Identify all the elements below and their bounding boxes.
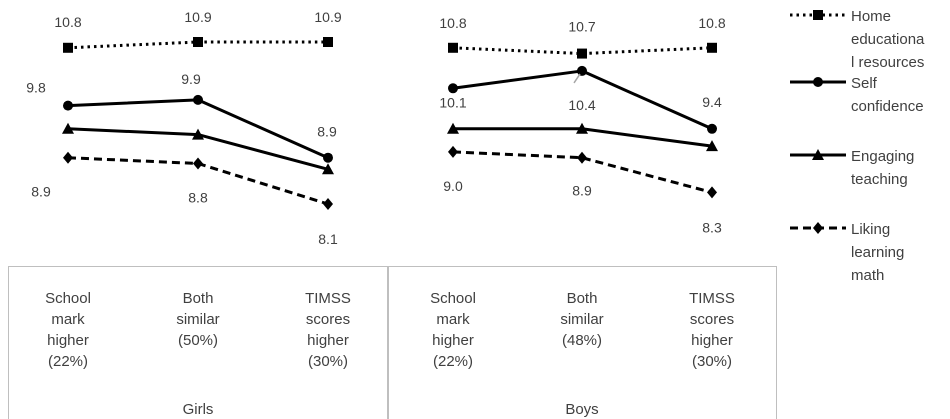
data-point-marker xyxy=(63,151,73,164)
data-label: 8.3 xyxy=(702,219,722,235)
legend-label: Home educationa l resources xyxy=(851,8,925,71)
data-point-marker xyxy=(323,37,333,47)
data-point-marker xyxy=(323,152,333,163)
data-point-marker xyxy=(447,122,459,134)
data-point-marker xyxy=(323,198,333,210)
data-point-marker xyxy=(576,122,588,134)
data-point-marker xyxy=(193,157,203,170)
legend-label: Engaging teaching xyxy=(851,148,914,188)
legend-marker xyxy=(813,10,823,20)
data-point-marker xyxy=(448,83,458,94)
data-point-marker xyxy=(62,122,74,134)
series-line-boys-3 xyxy=(452,150,713,194)
group-label: Girls xyxy=(183,401,214,418)
data-label: 8.1 xyxy=(318,231,338,247)
data-point-marker xyxy=(322,163,334,175)
data-label: 9.8 xyxy=(26,80,46,96)
data-label: 10.1 xyxy=(439,94,466,110)
data-point-marker xyxy=(448,145,458,158)
data-point-marker xyxy=(63,42,73,53)
category-tick-label: TIMSS scores higher (30%) xyxy=(305,290,351,370)
data-label: 8.8 xyxy=(188,190,208,206)
data-point-marker xyxy=(707,123,717,134)
data-label: 10.8 xyxy=(439,15,466,31)
category-tick-label: TIMSS scores higher (30%) xyxy=(689,290,735,370)
category-axis-box xyxy=(8,266,388,419)
legend-marker xyxy=(813,77,823,87)
data-label: 9.9 xyxy=(181,71,201,87)
data-label: 10.9 xyxy=(184,9,211,25)
data-point-marker xyxy=(193,37,203,47)
data-label: 10.7 xyxy=(568,19,595,35)
category-tick-label: School mark higher (22%) xyxy=(430,290,476,370)
data-label: 9.4 xyxy=(702,94,722,110)
legend-label: Self confidence xyxy=(851,75,924,115)
data-label: 8.9 xyxy=(31,184,51,200)
series-group-girls: 10.8 10.9 10.9 9.8 9.9 8.9 8.9 8.8 8.1 xyxy=(26,9,342,247)
data-point-marker xyxy=(577,151,587,164)
data-label: 10.8 xyxy=(698,15,725,31)
group-label: Boys xyxy=(565,401,598,418)
data-point-marker xyxy=(707,186,717,199)
legend-marker xyxy=(813,222,823,234)
data-label: 8.9 xyxy=(572,183,592,199)
data-label: 10.8 xyxy=(54,14,81,30)
data-label: 9.0 xyxy=(443,178,463,194)
data-point-marker xyxy=(192,128,204,140)
legend-marker xyxy=(812,149,824,160)
data-point-marker xyxy=(706,140,718,152)
category-axis-box xyxy=(388,266,777,419)
data-point-marker xyxy=(707,42,717,53)
legend-label: Liking learning math xyxy=(851,221,904,284)
category-tick-label: Both similar (50%) xyxy=(176,290,219,349)
data-point-marker xyxy=(63,100,73,111)
data-label: 10.4 xyxy=(568,97,595,113)
data-point-marker xyxy=(193,94,203,105)
series-group-boys: 10.8 10.7 10.8 10.1 10.4 9.4 9.0 8.9 8.3 xyxy=(439,15,725,236)
category-tick-label: Both similar (48%) xyxy=(560,290,603,349)
category-tick-label: School mark higher (22%) xyxy=(45,290,91,370)
data-point-marker xyxy=(577,65,587,76)
series-line-boys-0 xyxy=(452,46,713,56)
data-label: 8.9 xyxy=(317,124,337,140)
data-point-marker xyxy=(448,42,458,53)
data-point-marker xyxy=(577,48,587,59)
label-leader-line xyxy=(573,73,581,84)
data-label: 10.9 xyxy=(314,9,341,25)
